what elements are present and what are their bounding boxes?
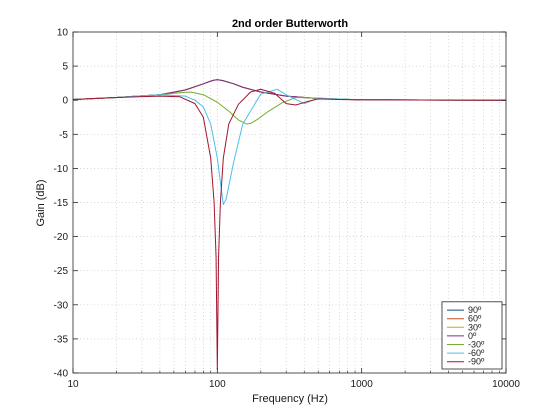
y-tick-label: -20 xyxy=(54,232,69,243)
y-tick-label: -30 xyxy=(54,300,69,311)
y-tick-label: -10 xyxy=(54,164,69,175)
legend-entry-label: -30º xyxy=(468,340,485,350)
grid xyxy=(73,32,506,373)
x-tick-label: 100 xyxy=(209,379,226,390)
y-tick-label: -5 xyxy=(59,130,68,141)
series-group xyxy=(72,79,507,371)
legend-entry-label: 60º xyxy=(468,314,482,324)
series-line xyxy=(72,88,507,371)
legend-entry-label: -60º xyxy=(468,348,485,358)
series-line xyxy=(72,88,507,206)
y-axis-label: Gain (dB) xyxy=(35,179,47,226)
chart-title: 2nd order Butterworth xyxy=(232,18,348,30)
legend-entry-label: 0º xyxy=(468,331,477,341)
y-tick-label: -25 xyxy=(54,266,69,277)
y-tick-label: -15 xyxy=(54,198,69,209)
axis-ticks: 10 100 1000 10000 10 5 0 -5 -10 -15 -20 -25 -30 -35 -4… xyxy=(54,28,521,391)
legend-entry-label: -90º xyxy=(468,357,485,367)
y-tick-label: 5 xyxy=(62,62,68,73)
x-tick-label: 10 xyxy=(67,379,79,390)
legend-entry-label: 30º xyxy=(468,322,482,332)
series-line xyxy=(72,91,507,125)
x-axis-label: Frequency (Hz) xyxy=(252,393,328,405)
series-line xyxy=(72,79,507,101)
y-tick-label: 10 xyxy=(57,28,69,39)
x-tick-label: 1000 xyxy=(351,379,374,390)
y-tick-label: -35 xyxy=(54,334,69,345)
y-tick-label: -40 xyxy=(54,369,69,380)
x-tick-label: 10000 xyxy=(492,379,520,390)
legend-entry-label: 90º xyxy=(468,305,482,315)
y-tick-label: 0 xyxy=(62,96,68,107)
